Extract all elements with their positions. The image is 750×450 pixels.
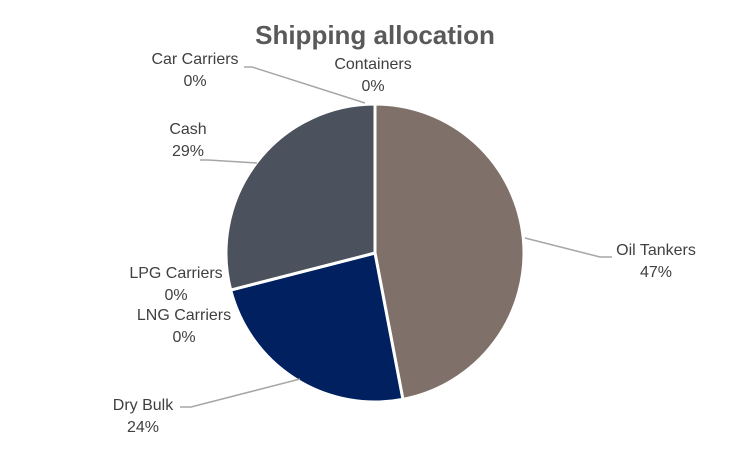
data-label-containers: Containers 0% <box>334 56 411 95</box>
data-label-value: 0% <box>172 329 195 346</box>
data-label-name: LPG Carriers <box>129 265 222 282</box>
data-labels: Oil Tankers 47%Dry Bulk 24%LNG Carriers 0%L… <box>113 51 696 436</box>
data-label-value: 24% <box>127 419 159 436</box>
data-label-name: Oil Tankers <box>616 242 696 259</box>
leader-line-oil-tankers <box>524 237 612 258</box>
pie-slice-cash <box>224 102 377 292</box>
leader-line-dry-bulk <box>180 378 301 408</box>
leader-line-car-carriers <box>244 66 366 104</box>
data-label-value: 29% <box>172 143 204 160</box>
data-label-value: 47% <box>640 264 672 281</box>
data-label-name: Car Carriers <box>151 51 238 68</box>
data-label-value: 0% <box>183 73 206 90</box>
data-label-dry-bulk: Dry Bulk 24% <box>113 397 174 436</box>
data-label-lpg-carriers: LPG Carriers 0% <box>129 265 222 304</box>
data-label-name: Cash <box>169 121 206 138</box>
data-label-name: Containers <box>334 56 411 73</box>
pie-slices <box>224 102 526 404</box>
leader-lines <box>180 66 612 408</box>
pie-slice-oil-tankers <box>373 102 526 402</box>
data-label-value: 0% <box>164 287 187 304</box>
pie-slice-dry-bulk <box>228 251 405 404</box>
data-label-car-carriers: Car Carriers 0% <box>151 51 238 90</box>
leader-line-cash <box>200 159 258 164</box>
data-label-name: Dry Bulk <box>113 397 174 414</box>
data-label-lng-carriers: LNG Carriers 0% <box>137 307 231 346</box>
data-label-oil-tankers: Oil Tankers 47% <box>616 242 696 281</box>
data-label-value: 0% <box>361 78 384 95</box>
chart-title: Shipping allocation <box>255 20 495 50</box>
data-label-name: LNG Carriers <box>137 307 231 324</box>
data-label-cash: Cash 29% <box>169 121 206 160</box>
